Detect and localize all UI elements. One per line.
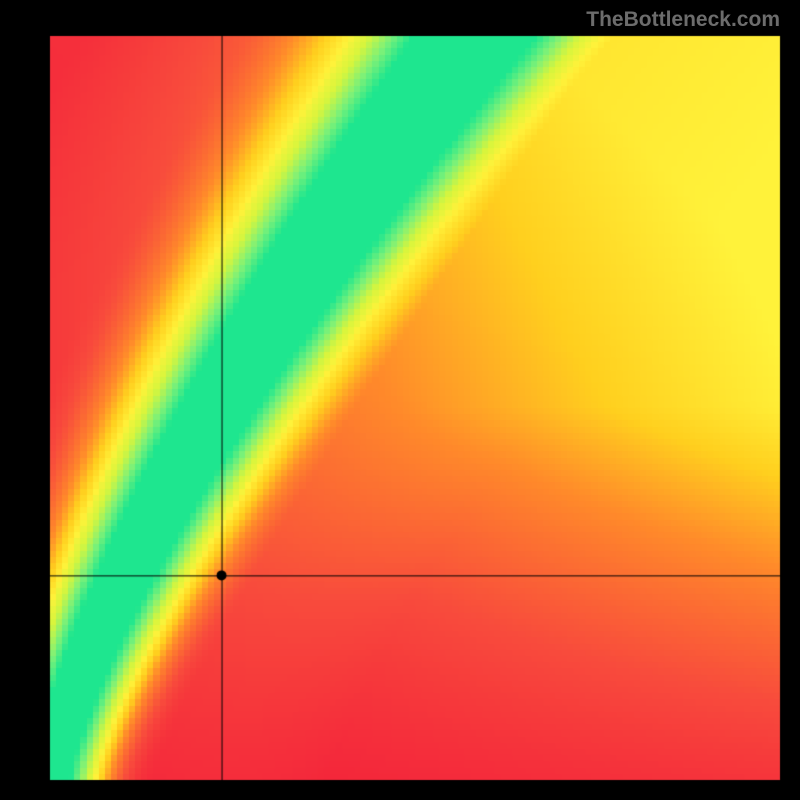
watermark-text: TheBottleneck.com (586, 8, 780, 32)
chart-container: TheBottleneck.com (0, 0, 800, 800)
heatmap-canvas (0, 0, 800, 800)
